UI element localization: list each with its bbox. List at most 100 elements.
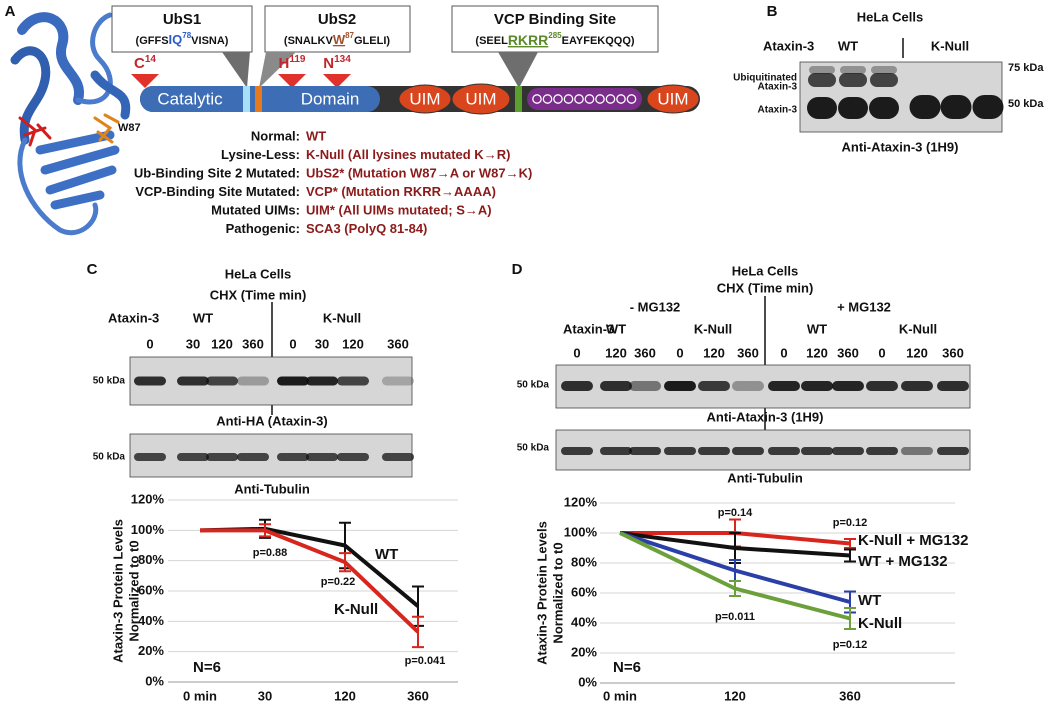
blot-band (940, 95, 972, 119)
y-tick-label: 40% (138, 613, 164, 628)
annotation: p=0.88 (253, 547, 288, 559)
lane-label: 0 (573, 345, 580, 360)
blot-band (871, 66, 897, 74)
uim (398, 84, 452, 114)
panel-label: B (767, 3, 778, 20)
y-tick-label: 80% (571, 554, 597, 569)
residue-pos: 119 (289, 54, 306, 65)
lane-label: 0 (676, 345, 683, 360)
mw-marker: 75 kDa (1008, 62, 1044, 74)
y-tick-label: 120% (564, 494, 598, 509)
error-bar (729, 580, 741, 597)
blot-band (832, 447, 864, 455)
orange-residues (93, 113, 120, 144)
ubs2-stripe (255, 86, 262, 112)
coil (574, 94, 584, 104)
structure-label: W87 (118, 122, 141, 134)
antibody-label: Anti-Ataxin-3 (1H9) (841, 139, 958, 154)
construct-label: VCP-Binding Site Mutated: (135, 184, 300, 199)
blot-band (561, 447, 593, 455)
y-tick-label: 100% (131, 522, 165, 537)
blot-band (206, 453, 238, 461)
error-bar (844, 548, 856, 563)
error-bar (844, 607, 856, 630)
blot-band (809, 66, 835, 74)
y-tick-label: 20% (138, 643, 164, 658)
y-tick-label: 60% (138, 582, 164, 597)
blot-band (337, 376, 369, 386)
antibody-label: Anti-Tubulin (234, 481, 310, 496)
blot-band (937, 447, 969, 455)
panel-title: HeLa Cells (732, 263, 798, 278)
annotation: p=0.12 (833, 639, 868, 651)
row-label: Ataxin-3 (563, 321, 614, 336)
residue-pos: 14 (145, 54, 157, 65)
y-tick-label: 0% (145, 673, 164, 688)
y-tick-label: 60% (571, 584, 597, 599)
mw-marker: 50 kDa (93, 452, 126, 463)
seq-motif: RKRR (508, 32, 548, 48)
error-bar (844, 538, 856, 549)
band-label: Ubiquitinated (733, 73, 797, 84)
vcp-box (451, 5, 659, 53)
annotation: p=0.041 (405, 655, 446, 667)
blot-band (561, 381, 593, 391)
series-label: K-Null + MG132 (858, 532, 968, 549)
residue-marker (131, 74, 159, 88)
annotation: p=0.22 (321, 576, 356, 588)
blot-band (839, 73, 867, 87)
y-tick-label: 0% (578, 674, 597, 689)
blot-band (177, 376, 209, 386)
site-sequence: (GFFSIQ78VISNA) (136, 31, 229, 47)
blot-band (600, 381, 632, 391)
group-label: WT (807, 321, 827, 336)
mw-marker: 50 kDa (93, 376, 126, 387)
loop (17, 12, 113, 236)
blot-band (237, 453, 269, 461)
panel-title: HeLa Cells (225, 266, 291, 281)
lane-label: 360 (837, 345, 859, 360)
seq-part: (SEEL (475, 35, 508, 47)
ubs1-box (111, 5, 253, 53)
blot-band (768, 381, 800, 391)
coil (584, 94, 595, 104)
blot-band (277, 453, 309, 461)
lane-label: 120 (806, 345, 828, 360)
x-tick-label: 0 min (603, 688, 637, 703)
lane-label: 0 (780, 345, 787, 360)
panel-label: D (512, 261, 523, 278)
blot-band (664, 447, 696, 455)
blot-band (306, 376, 338, 386)
y-tick-label: 100% (564, 524, 598, 539)
blot-band (237, 376, 269, 386)
blot (799, 61, 1003, 133)
construct-label: Normal: (251, 128, 300, 143)
coil (532, 94, 542, 104)
mw-marker: 50 kDa (517, 443, 550, 454)
lane-label: 0 (878, 345, 885, 360)
seq-part: GLELI) (354, 35, 390, 47)
construct-value: WT (306, 128, 326, 143)
mw-marker: 50 kDa (1008, 98, 1044, 110)
panel-subtitle: CHX (Time min) (717, 280, 814, 295)
blot-band (807, 97, 837, 119)
x-tick-label: 120 (724, 688, 746, 703)
x-tick-label: 360 (839, 688, 861, 703)
uim (451, 83, 511, 115)
blot-band (901, 447, 933, 455)
y-tick-label: 40% (571, 614, 597, 629)
blot-band (801, 381, 833, 391)
coil (553, 94, 563, 104)
error-bar (259, 523, 271, 538)
x-tick-label: 360 (407, 688, 429, 703)
series-label: WT (858, 592, 881, 609)
y-tick-label: 120% (131, 491, 165, 506)
annotation: p=0.14 (718, 507, 753, 519)
annotation: p=0.12 (833, 517, 868, 529)
blot-band (732, 381, 764, 391)
blot-band (306, 453, 338, 461)
blot-band (664, 381, 696, 391)
lane-label: 360 (634, 345, 656, 360)
data-line (200, 528, 420, 634)
